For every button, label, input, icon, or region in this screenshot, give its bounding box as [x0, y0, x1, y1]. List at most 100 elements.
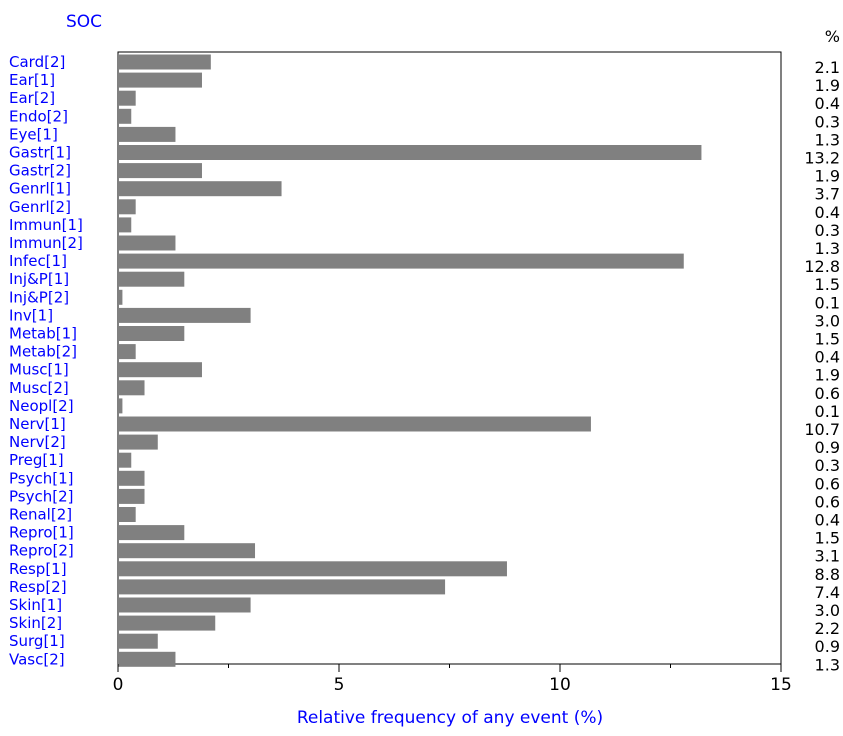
category-label: Eye[1] [9, 125, 58, 143]
category-label: Inj&P[2] [9, 288, 69, 306]
category-label: Gastr[2] [9, 162, 71, 180]
category-label: Ear[2] [9, 89, 55, 107]
category-label: Repro[1] [9, 524, 74, 542]
bar [118, 181, 282, 197]
value-label: 10.7 [804, 420, 840, 439]
bar [118, 344, 136, 360]
bar [118, 470, 145, 486]
value-label: 1.3 [815, 655, 840, 674]
value-label: 12.8 [804, 257, 840, 276]
value-label: 7.4 [815, 583, 840, 602]
bar [118, 434, 158, 450]
value-label: 0.1 [815, 293, 840, 312]
bar [118, 579, 446, 595]
category-label: Immun[1] [9, 216, 83, 234]
category-label: Card[2] [9, 53, 65, 71]
value-label: 2.2 [815, 619, 840, 638]
bar [118, 235, 176, 251]
value-label: 1.5 [815, 330, 840, 349]
value-label: 1.3 [815, 130, 840, 149]
category-label: Inj&P[1] [9, 270, 69, 288]
category-label: Metab[2] [9, 343, 77, 361]
x-tick-label: 0 [113, 675, 124, 695]
category-label: Neopl[2] [9, 397, 74, 415]
category-label: Skin[1] [9, 596, 62, 614]
bar [118, 398, 123, 414]
category-label: Inv[1] [9, 306, 53, 324]
bar [118, 326, 185, 341]
bar [118, 145, 702, 160]
category-label: Immun[2] [9, 234, 83, 252]
bar [118, 452, 132, 468]
bar [118, 108, 132, 124]
value-label: 1.9 [815, 76, 840, 95]
value-label: 0.4 [815, 94, 840, 113]
bar [118, 72, 202, 88]
x-tick-label: 15 [770, 675, 792, 695]
bar [118, 651, 176, 667]
category-label: Ear[1] [9, 71, 55, 89]
value-label: 1.5 [815, 529, 840, 548]
value-label: 0.3 [815, 221, 840, 240]
category-label: Genrl[1] [9, 180, 71, 198]
category-axis-title: SOC [66, 12, 102, 32]
bar [118, 488, 145, 504]
x-tick-label: 5 [334, 675, 345, 695]
value-label: 0.9 [815, 438, 840, 457]
value-label: 3.0 [815, 311, 840, 330]
bar [118, 307, 251, 323]
bar [118, 416, 591, 432]
bar [118, 253, 684, 269]
bar [118, 90, 136, 106]
value-column-header: % [825, 27, 840, 46]
category-label: Infec[1] [9, 252, 67, 270]
value-label: 1.5 [815, 275, 840, 294]
category-label: Musc[2] [9, 379, 69, 397]
value-label: 1.9 [815, 167, 840, 186]
bar [118, 633, 158, 649]
bar [118, 362, 202, 378]
bar [118, 163, 202, 179]
category-label: Psych[2] [9, 487, 73, 505]
bar [118, 271, 185, 287]
value-label: 3.7 [815, 185, 840, 204]
bar [118, 525, 185, 541]
bar [118, 54, 211, 70]
bar [118, 126, 176, 142]
bars-layer: Card[2] 2.1 Ear[1] 1.9 Ear[2] 0.4 Endo[2] 0.3 Ey… [9, 53, 840, 674]
x-axis: 0 5 10 15 [113, 664, 792, 695]
category-label: Gastr[1] [9, 144, 71, 162]
value-label: 0.3 [815, 112, 840, 131]
category-label: Metab[1] [9, 325, 77, 343]
category-label: Psych[1] [9, 469, 73, 487]
category-label: Nerv[1] [9, 415, 66, 433]
value-label: 3.1 [815, 547, 840, 566]
category-label: Renal[2] [9, 506, 72, 524]
category-label: Repro[2] [9, 542, 74, 560]
bar [118, 597, 251, 613]
value-label: 0.6 [815, 492, 840, 511]
value-label: 13.2 [804, 149, 840, 168]
x-tick-label: 10 [549, 675, 571, 695]
category-label: Vasc[2] [9, 650, 65, 668]
x-axis-title: Relative frequency of any event (%) [297, 708, 603, 728]
category-label: Nerv[2] [9, 433, 66, 451]
bar [118, 561, 507, 577]
value-label: 0.3 [815, 456, 840, 475]
bar [118, 543, 256, 559]
value-label: 2.1 [815, 58, 840, 77]
value-label: 8.8 [815, 565, 840, 584]
category-label: Surg[1] [9, 632, 65, 650]
bar [118, 217, 132, 233]
bar [118, 507, 136, 522]
bar [118, 289, 123, 305]
bar [118, 380, 145, 396]
category-label: Endo[2] [9, 107, 68, 125]
category-label: Musc[1] [9, 361, 69, 379]
value-label: 0.4 [815, 203, 840, 222]
value-label: 0.4 [815, 348, 840, 367]
category-label: Genrl[2] [9, 198, 71, 216]
category-label: Resp[1] [9, 560, 67, 578]
value-label: 1.3 [815, 239, 840, 258]
